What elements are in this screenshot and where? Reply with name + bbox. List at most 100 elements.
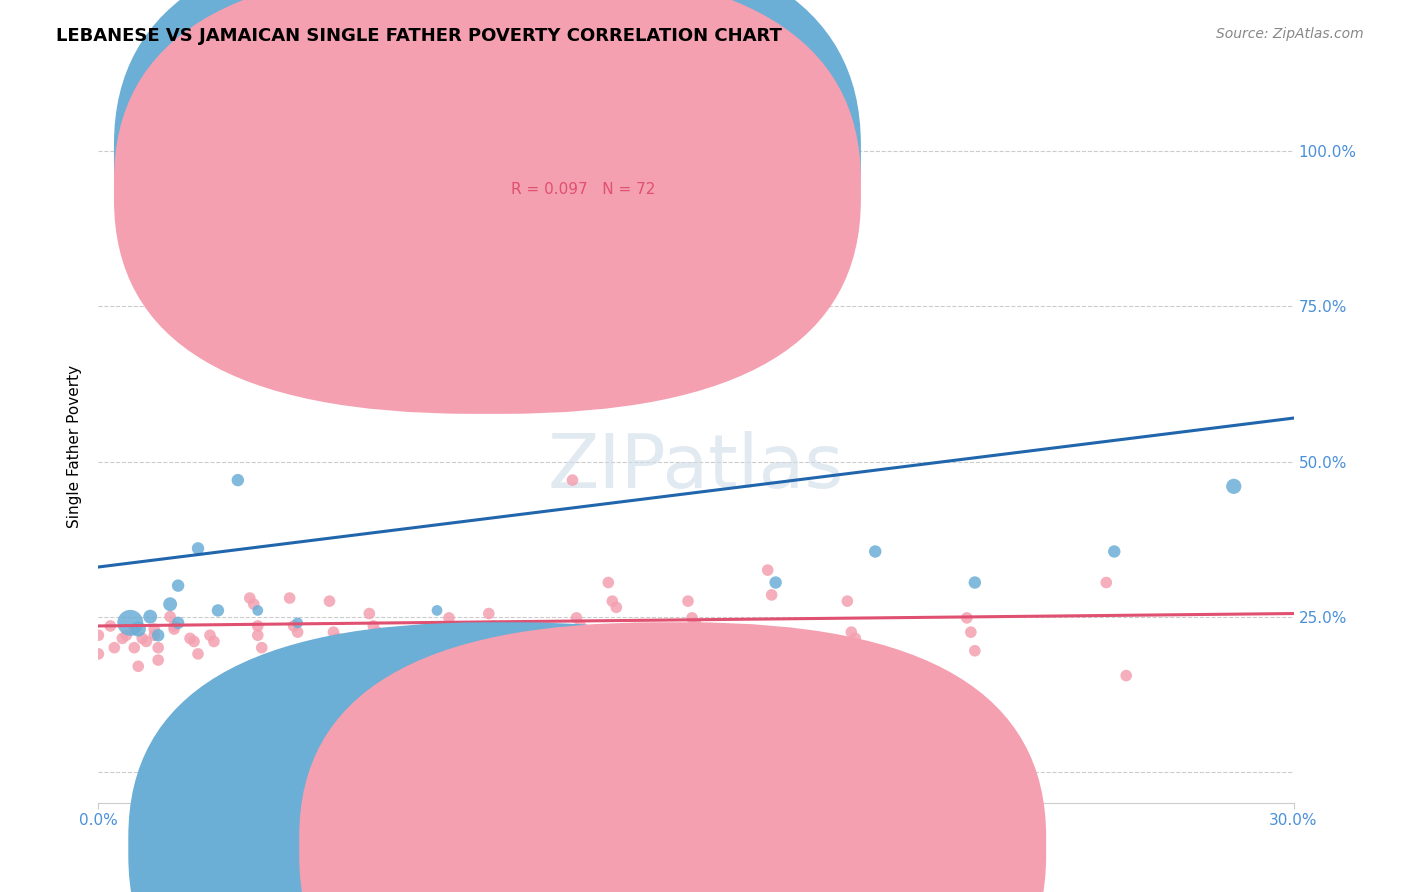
Point (956, 611, 979, 625)
Point (198, 628, 221, 642)
Point (561, 473, 583, 487)
Point (865, 544, 887, 558)
Point (485, 151, 508, 165)
Point (441, 625, 464, 640)
Point (159, 597, 181, 611)
Point (685, 617, 707, 632)
Point (1115, 668, 1137, 682)
FancyBboxPatch shape (114, 0, 860, 378)
Point (202, 634, 225, 648)
Point (598, 575, 620, 590)
Point (645, 151, 668, 165)
Point (569, 619, 592, 633)
Point (602, 594, 624, 608)
Text: Jamaicans: Jamaicans (696, 838, 773, 853)
Point (115, 628, 138, 642)
Point (482, 619, 505, 633)
Text: Lebanese: Lebanese (524, 838, 599, 853)
Point (437, 611, 460, 625)
Point (187, 541, 209, 556)
Point (143, 622, 166, 636)
Point (179, 632, 201, 646)
Point (370, 718, 392, 732)
Point (131, 632, 153, 646)
Point (363, 619, 385, 633)
Point (143, 628, 166, 642)
Point (187, 647, 209, 661)
Point (246, 628, 269, 642)
Y-axis label: Single Father Poverty: Single Father Poverty (67, 365, 83, 527)
Point (243, 597, 266, 611)
Point (124, 640, 146, 655)
Point (98, 619, 122, 633)
Point (207, 603, 229, 617)
Point (278, 591, 301, 605)
Point (681, 611, 703, 625)
Point (960, 625, 983, 640)
Point (287, 615, 309, 630)
Text: Source: ZipAtlas.com: Source: ZipAtlas.com (1216, 27, 1364, 41)
Point (239, 591, 262, 605)
FancyBboxPatch shape (299, 623, 1046, 892)
Text: R = 0.295   N = 20: R = 0.295 N = 20 (510, 146, 655, 161)
Point (246, 603, 269, 617)
Point (426, 603, 449, 617)
Point (322, 625, 344, 640)
Point (359, 607, 381, 621)
Point (761, 588, 783, 602)
Point (450, 712, 472, 726)
Point (226, 473, 249, 487)
Point (676, 594, 699, 608)
Point (765, 575, 787, 590)
Point (124, 622, 146, 636)
Text: ZIPatlas: ZIPatlas (548, 431, 844, 504)
Point (250, 640, 273, 655)
Point (963, 575, 986, 590)
Point (765, 662, 787, 676)
Point (120, 615, 142, 630)
Point (446, 650, 468, 665)
Point (298, 662, 321, 676)
FancyBboxPatch shape (114, 0, 860, 414)
Point (139, 609, 162, 624)
Point (478, 607, 501, 621)
Point (1223, 479, 1246, 493)
Point (283, 619, 305, 633)
Point (605, 600, 627, 615)
Point (844, 632, 866, 646)
FancyBboxPatch shape (451, 128, 749, 218)
Point (163, 622, 186, 636)
Point (557, 361, 579, 376)
Point (841, 625, 863, 640)
Point (294, 656, 316, 670)
Point (485, 638, 508, 652)
Point (87, 628, 110, 642)
Point (246, 619, 269, 633)
Text: LEBANESE VS JAMAICAN SINGLE FATHER POVERTY CORRELATION CHART: LEBANESE VS JAMAICAN SINGLE FATHER POVER… (56, 27, 782, 45)
Point (291, 650, 314, 665)
FancyBboxPatch shape (128, 623, 876, 892)
Point (163, 619, 186, 633)
Point (1104, 544, 1126, 558)
Text: R = 0.097   N = 72: R = 0.097 N = 72 (510, 182, 655, 196)
Point (111, 632, 134, 646)
Point (318, 594, 340, 608)
Point (148, 640, 170, 655)
Point (287, 625, 309, 640)
Point (183, 634, 205, 648)
Point (127, 622, 149, 636)
Point (254, 653, 277, 667)
Point (326, 632, 349, 646)
Point (135, 634, 157, 648)
Point (565, 611, 588, 625)
Point (159, 609, 181, 624)
Point (366, 625, 388, 640)
Point (103, 640, 125, 655)
Point (1095, 575, 1118, 590)
Point (167, 615, 190, 630)
Point (87, 647, 110, 661)
Point (167, 579, 190, 593)
Point (756, 563, 779, 577)
Point (963, 644, 986, 658)
Point (127, 659, 149, 673)
